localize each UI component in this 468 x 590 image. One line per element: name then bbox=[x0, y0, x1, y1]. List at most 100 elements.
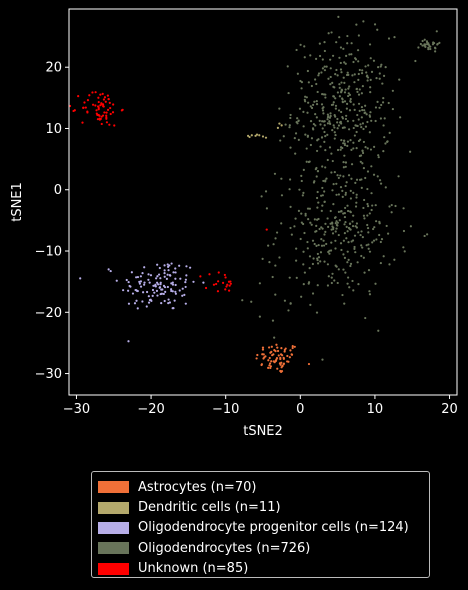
data-point bbox=[136, 275, 140, 279]
data-point bbox=[383, 136, 386, 139]
data-point bbox=[312, 257, 315, 260]
data-point bbox=[279, 139, 282, 142]
data-point bbox=[382, 74, 386, 77]
data-point bbox=[343, 142, 346, 145]
data-point bbox=[280, 222, 283, 225]
data-point bbox=[338, 56, 341, 59]
data-point bbox=[212, 283, 216, 286]
data-point bbox=[323, 41, 326, 44]
data-point bbox=[377, 329, 380, 332]
data-point bbox=[298, 107, 302, 110]
data-point bbox=[300, 212, 303, 215]
data-point bbox=[130, 271, 133, 274]
data-point bbox=[382, 255, 385, 258]
data-point bbox=[269, 351, 272, 354]
data-point bbox=[323, 124, 326, 127]
y-axis: −30 −20 −10 0 10 20 bbox=[35, 61, 69, 382]
data-point bbox=[167, 302, 170, 305]
data-point bbox=[366, 170, 370, 173]
data-point bbox=[402, 246, 405, 249]
data-point bbox=[107, 268, 110, 271]
data-point bbox=[167, 298, 170, 301]
data-point bbox=[354, 205, 358, 208]
data-point bbox=[166, 263, 169, 266]
data-point bbox=[376, 28, 379, 31]
data-point bbox=[277, 354, 280, 357]
data-point bbox=[425, 40, 429, 43]
data-point bbox=[343, 91, 347, 94]
data-point bbox=[112, 103, 115, 106]
data-point bbox=[174, 277, 177, 280]
data-point bbox=[352, 191, 355, 194]
data-point bbox=[352, 126, 355, 130]
data-point bbox=[336, 74, 339, 77]
data-point bbox=[343, 139, 346, 142]
data-point bbox=[328, 120, 331, 123]
data-point bbox=[261, 257, 264, 260]
data-point bbox=[421, 44, 424, 47]
data-point bbox=[355, 130, 358, 134]
data-point bbox=[221, 281, 225, 284]
data-point bbox=[276, 349, 280, 353]
data-point bbox=[246, 134, 250, 137]
data-point bbox=[286, 354, 289, 358]
x-tick-label: 10 bbox=[367, 402, 384, 417]
data-point bbox=[373, 23, 377, 26]
data-point bbox=[330, 171, 333, 174]
data-point bbox=[343, 143, 347, 147]
data-point bbox=[261, 135, 265, 138]
data-point bbox=[217, 280, 220, 283]
data-point bbox=[228, 289, 231, 292]
data-point bbox=[368, 212, 371, 215]
data-point bbox=[378, 179, 382, 182]
data-point bbox=[159, 277, 162, 280]
data-point bbox=[305, 160, 308, 163]
data-point bbox=[364, 111, 367, 114]
data-point bbox=[364, 146, 367, 149]
data-point bbox=[288, 126, 291, 129]
data-point bbox=[339, 68, 343, 71]
data-point bbox=[326, 284, 330, 287]
data-point bbox=[363, 109, 366, 112]
data-point bbox=[318, 119, 321, 122]
data-point bbox=[339, 46, 343, 49]
data-point bbox=[397, 175, 400, 178]
data-point bbox=[371, 241, 374, 244]
y-tick-label: 20 bbox=[45, 61, 62, 76]
data-point bbox=[365, 113, 368, 116]
data-point bbox=[316, 262, 320, 265]
data-point bbox=[167, 269, 170, 272]
data-point bbox=[326, 118, 329, 121]
data-point bbox=[310, 223, 313, 226]
data-point bbox=[363, 271, 366, 274]
data-point bbox=[356, 124, 359, 128]
data-point bbox=[260, 363, 263, 366]
data-point bbox=[357, 93, 361, 96]
data-point bbox=[369, 111, 372, 114]
data-point bbox=[184, 302, 187, 305]
data-point bbox=[278, 362, 282, 365]
data-point bbox=[321, 109, 325, 112]
data-point bbox=[258, 282, 261, 285]
data-point bbox=[363, 198, 366, 202]
data-point bbox=[323, 49, 326, 53]
data-point bbox=[96, 118, 100, 121]
data-point bbox=[274, 237, 277, 240]
data-point bbox=[185, 274, 188, 277]
data-point bbox=[344, 191, 347, 194]
data-point bbox=[91, 91, 94, 94]
data-point bbox=[351, 279, 354, 283]
legend-swatch bbox=[98, 542, 129, 555]
data-point bbox=[100, 115, 103, 118]
data-point bbox=[398, 78, 401, 81]
data-point bbox=[340, 248, 343, 252]
data-point bbox=[320, 209, 323, 212]
data-point bbox=[321, 93, 324, 96]
data-point bbox=[323, 69, 327, 72]
data-point bbox=[362, 20, 365, 23]
legend-label: Oligodendrocyte progenitor cells (n=124) bbox=[138, 520, 409, 536]
data-point bbox=[351, 224, 355, 228]
data-point bbox=[304, 133, 307, 136]
data-point bbox=[360, 126, 363, 129]
data-point bbox=[347, 92, 350, 95]
